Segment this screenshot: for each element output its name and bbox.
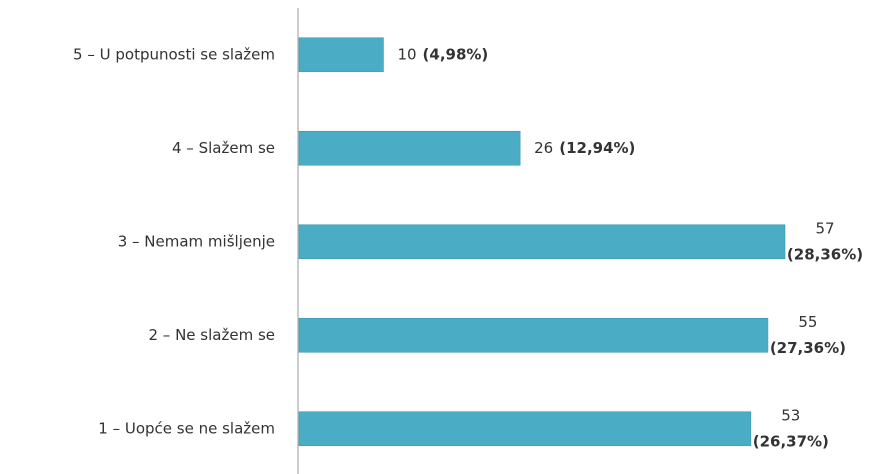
category-label: 1 – Uopće se ne slažem bbox=[98, 419, 275, 437]
value-label: 55 bbox=[798, 313, 817, 331]
percentage-label: (4,98%) bbox=[423, 45, 489, 63]
bar bbox=[298, 224, 786, 260]
bar bbox=[298, 411, 752, 447]
percentage-label: (27,36%) bbox=[770, 339, 846, 357]
bar bbox=[298, 317, 769, 353]
category-label: 2 – Ne slažem se bbox=[149, 326, 276, 344]
category-label: 4 – Slažem se bbox=[172, 139, 275, 157]
bar bbox=[298, 37, 384, 73]
value-label: 10 bbox=[397, 45, 416, 63]
value-label: 53 bbox=[781, 406, 800, 424]
category-label: 5 – U potpunosti se slažem bbox=[73, 45, 275, 63]
percentage-label: (12,94%) bbox=[559, 139, 635, 157]
value-label: 26 bbox=[534, 139, 553, 157]
value-label: 57 bbox=[815, 219, 834, 237]
percentage-label: (28,36%) bbox=[787, 245, 863, 263]
percentage-label: (26,37%) bbox=[753, 432, 829, 450]
category-label: 3 – Nemam mišljenje bbox=[118, 232, 275, 250]
bar bbox=[298, 130, 521, 166]
